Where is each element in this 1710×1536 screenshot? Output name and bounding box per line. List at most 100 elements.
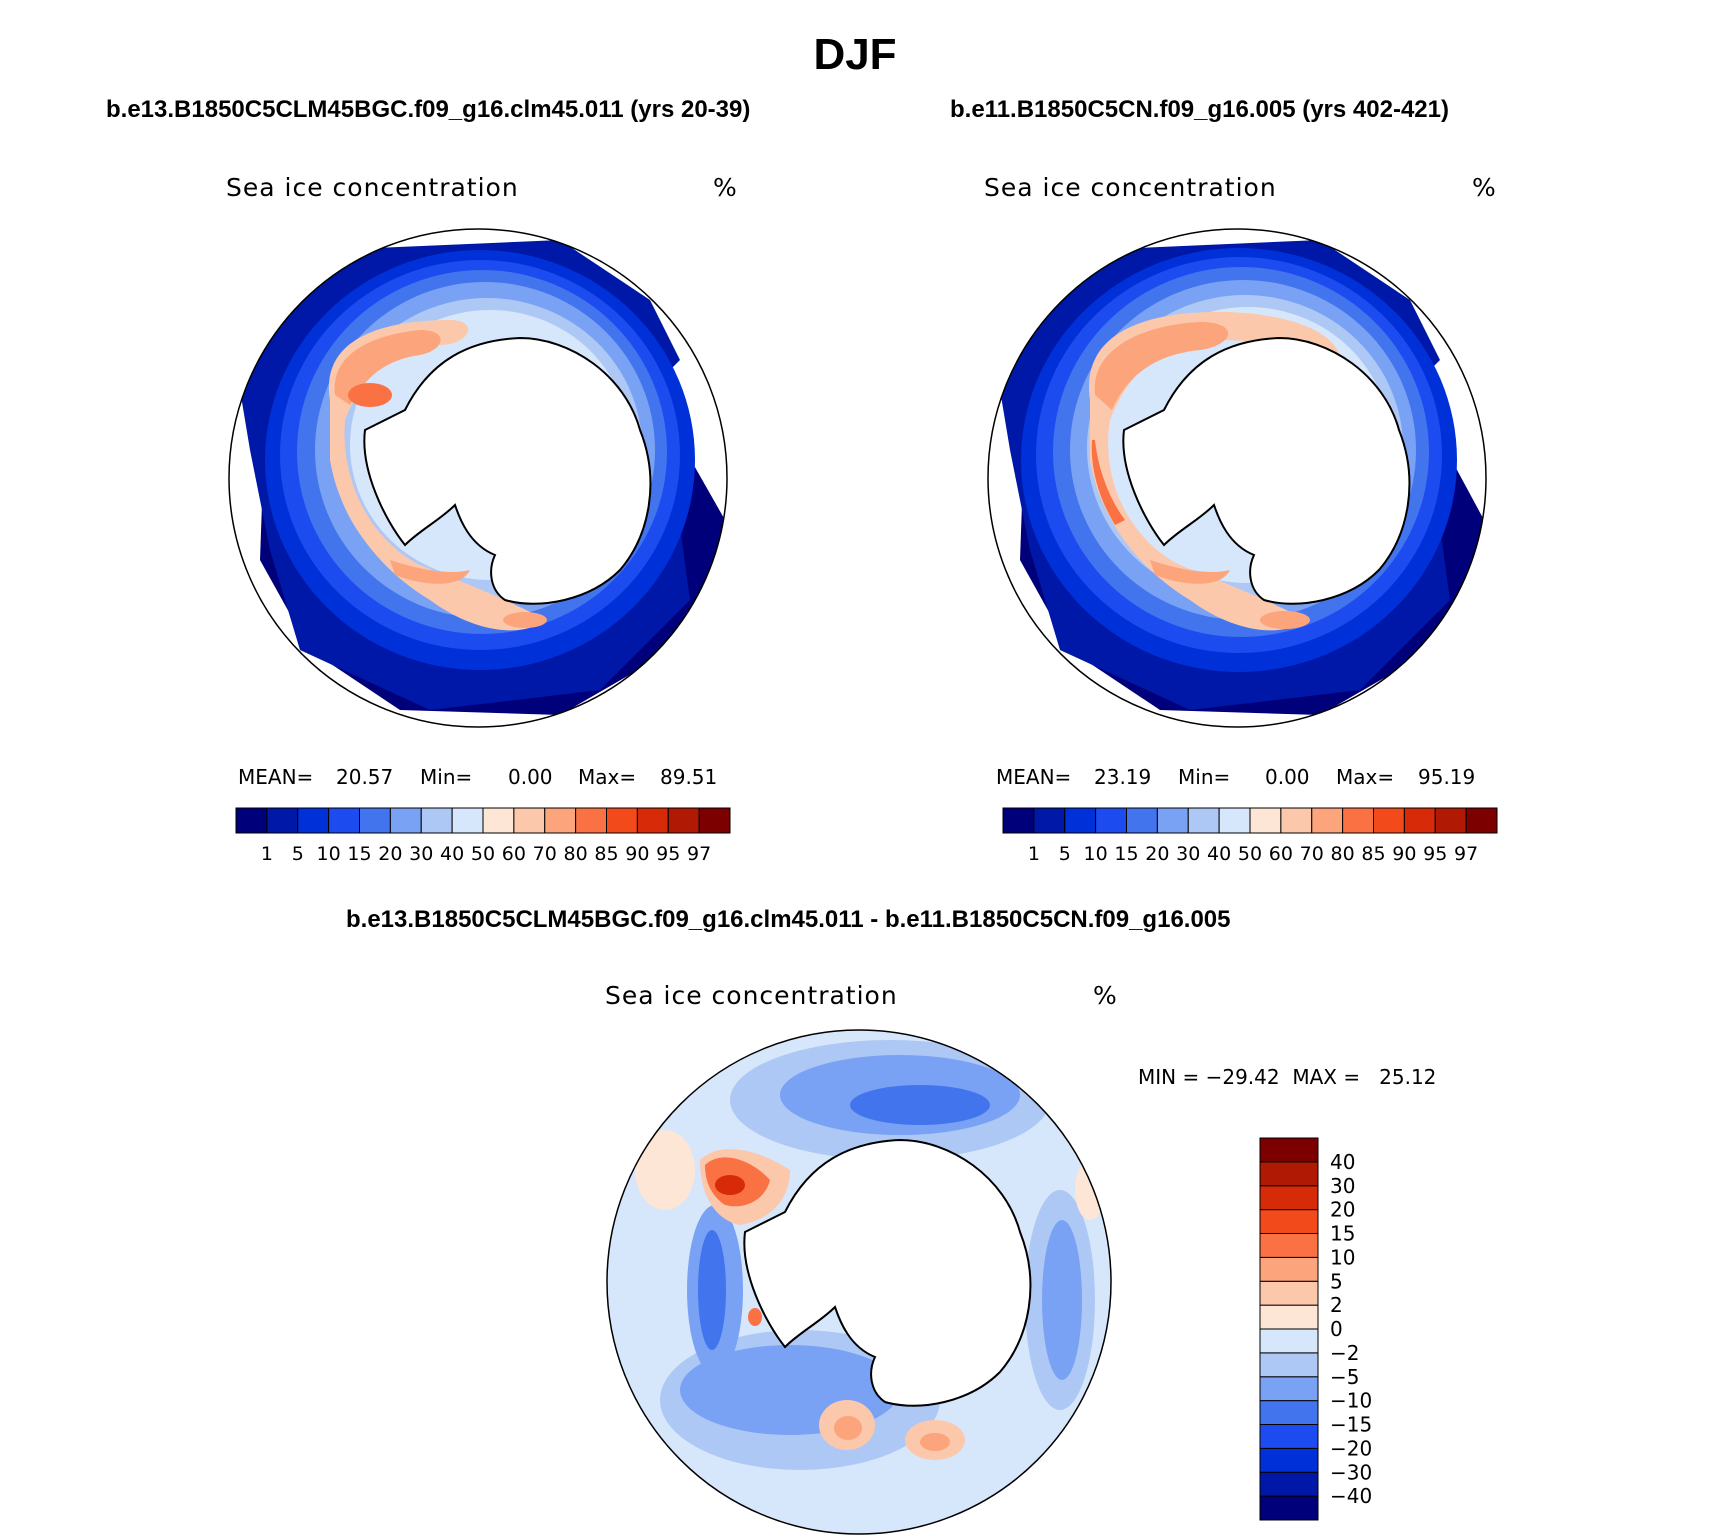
- right-colorbar-label: 50: [1238, 843, 1262, 865]
- left-colorbar-label: 50: [471, 843, 495, 865]
- right-max-label: Max=: [1336, 765, 1395, 789]
- left-colorbar-box: [698, 807, 731, 834]
- diff-polar-map: [606, 1029, 1112, 1535]
- right-colorbar-label: 80: [1331, 843, 1355, 865]
- right-colorbar-box: [1373, 807, 1405, 834]
- left-colorbar-box: [359, 807, 391, 834]
- right-colorbar-label: 40: [1207, 843, 1231, 865]
- right-map-boundary: [987, 228, 1487, 728]
- right-colorbar-box: [1126, 807, 1158, 834]
- diff-panel-title: b.e13.B1850C5CLM45BGC.f09_g16.clm45.011 …: [346, 906, 1231, 933]
- right-colorbar-label: 1: [1028, 843, 1040, 865]
- left-colorbar-label: 80: [564, 843, 588, 865]
- right-colorbar-box: [1342, 807, 1374, 834]
- diff-colorbar-box: [1259, 1233, 1319, 1258]
- left-colorbar-label: 60: [502, 843, 526, 865]
- left-colorbar-box: [266, 807, 299, 834]
- left-colorbar-box: [513, 807, 546, 834]
- diff-colorbar-box: [1259, 1137, 1319, 1163]
- left-colorbar-label: 15: [347, 843, 371, 865]
- diff-colorbar-box: [1259, 1256, 1319, 1282]
- diff-colorbar-box: [1259, 1376, 1319, 1402]
- diff-colorbar-box: [1259, 1328, 1319, 1354]
- diff-units-label: %: [1093, 981, 1118, 1010]
- right-colorbar-label: 10: [1084, 843, 1108, 865]
- left-colorbar-box: [328, 807, 360, 834]
- right-colorbar-label: 90: [1392, 843, 1416, 865]
- diff-stats: MIN = −29.42 MAX = 25.12: [1138, 1065, 1437, 1089]
- right-colorbar-label: 95: [1423, 843, 1447, 865]
- right-colorbar-box: [1095, 807, 1127, 834]
- diff-colorbar-box: [1259, 1304, 1319, 1330]
- right-polar-map: [987, 228, 1487, 728]
- left-colorbar-box: [636, 807, 669, 834]
- diff-colorbar-label: 20: [1330, 1198, 1355, 1222]
- left-colorbar-label: 20: [378, 843, 402, 865]
- right-panel-title: b.e11.B1850C5CN.f09_g16.005 (yrs 402-421…: [950, 96, 1449, 123]
- diff-colorbar-box: [1259, 1495, 1319, 1521]
- right-min-label: Min=: [1178, 765, 1231, 789]
- diff-colorbar-label: 5: [1330, 1269, 1343, 1293]
- left-colorbar-label: 5: [292, 843, 304, 865]
- diff-colorbar-label: 30: [1330, 1174, 1355, 1198]
- diff-colorbar-box: [1259, 1352, 1319, 1378]
- diff-colorbar-label: 2: [1330, 1293, 1343, 1317]
- diff-map-boundary: [606, 1029, 1112, 1535]
- diff-colorbar-label: −15: [1330, 1413, 1372, 1437]
- right-max-value: 95.19: [1418, 765, 1476, 789]
- left-colorbar-label: 10: [317, 843, 341, 865]
- diff-colorbar-label: −5: [1330, 1365, 1359, 1389]
- diff-colorbar-label: 10: [1330, 1245, 1355, 1269]
- left-min-value: 0.00: [508, 765, 553, 789]
- right-colorbar-label: 5: [1059, 843, 1071, 865]
- left-units-label: %: [713, 173, 738, 202]
- left-mean-label: MEAN=: [238, 765, 314, 789]
- left-colorbar-box: [482, 807, 515, 834]
- left-colorbar-box: [544, 807, 577, 834]
- left-map-boundary: [228, 228, 728, 728]
- diff-colorbar-label: −30: [1330, 1460, 1372, 1484]
- right-antarctica-land: [1122, 336, 1411, 605]
- diff-antarctica-land: [743, 1138, 1032, 1407]
- right-colorbar-box: [1064, 807, 1097, 834]
- left-colorbar-box: [451, 807, 484, 834]
- left-colorbar-label: 85: [594, 843, 618, 865]
- diff-colorbar-label: −20: [1330, 1436, 1372, 1460]
- left-colorbar-box: [235, 807, 268, 834]
- left-colorbar-label: 1: [261, 843, 273, 865]
- left-colorbar-box: [389, 807, 422, 834]
- diff-colorbar-label: −40: [1330, 1484, 1372, 1508]
- right-colorbar-box: [1187, 807, 1220, 834]
- left-colorbar-label: 90: [625, 843, 649, 865]
- right-mean-label: MEAN=: [996, 765, 1072, 789]
- right-colorbar-box: [1249, 807, 1282, 834]
- diff-colorbar-box: [1259, 1161, 1319, 1187]
- left-colorbar-box: [667, 807, 700, 834]
- left-colorbar-box: [420, 807, 453, 834]
- diff-colorbar-box: [1259, 1447, 1319, 1473]
- diff-colorbar-box: [1259, 1209, 1319, 1234]
- left-colorbar-box: [606, 807, 638, 834]
- right-variable-label: Sea ice concentration: [984, 173, 1277, 202]
- left-min-label: Min=: [420, 765, 473, 789]
- diff-variable-label: Sea ice concentration: [605, 981, 898, 1010]
- diff-colorbar-box: [1259, 1400, 1319, 1425]
- colorbars: 1 5 10 15 20 30 40 50 60 70 80 85 90 95 97 1 5 10 15 20 30 40…: [235, 807, 1498, 1521]
- diff-colorbar-box: [1259, 1280, 1319, 1306]
- right-colorbar-box: [1434, 807, 1467, 834]
- diff-colorbar-box: [1259, 1471, 1319, 1497]
- diff-colorbar-label: 15: [1330, 1222, 1355, 1246]
- diff-colorbar-box: [1259, 1424, 1319, 1449]
- left-variable-label: Sea ice concentration: [226, 173, 519, 202]
- left-colorbar-label: 97: [687, 843, 711, 865]
- left-mean-value: 20.57: [336, 765, 394, 789]
- right-colorbar-box: [1002, 807, 1035, 834]
- diff-colorbar-label: 0: [1330, 1317, 1343, 1341]
- left-panel-title: b.e13.B1850C5CLM45BGC.f09_g16.clm45.011 …: [106, 96, 751, 123]
- right-units-label: %: [1472, 173, 1497, 202]
- right-min-value: 0.00: [1265, 765, 1310, 789]
- left-colorbar-label: 95: [656, 843, 680, 865]
- left-colorbar-box: [575, 807, 607, 834]
- right-colorbar-box: [1033, 807, 1066, 834]
